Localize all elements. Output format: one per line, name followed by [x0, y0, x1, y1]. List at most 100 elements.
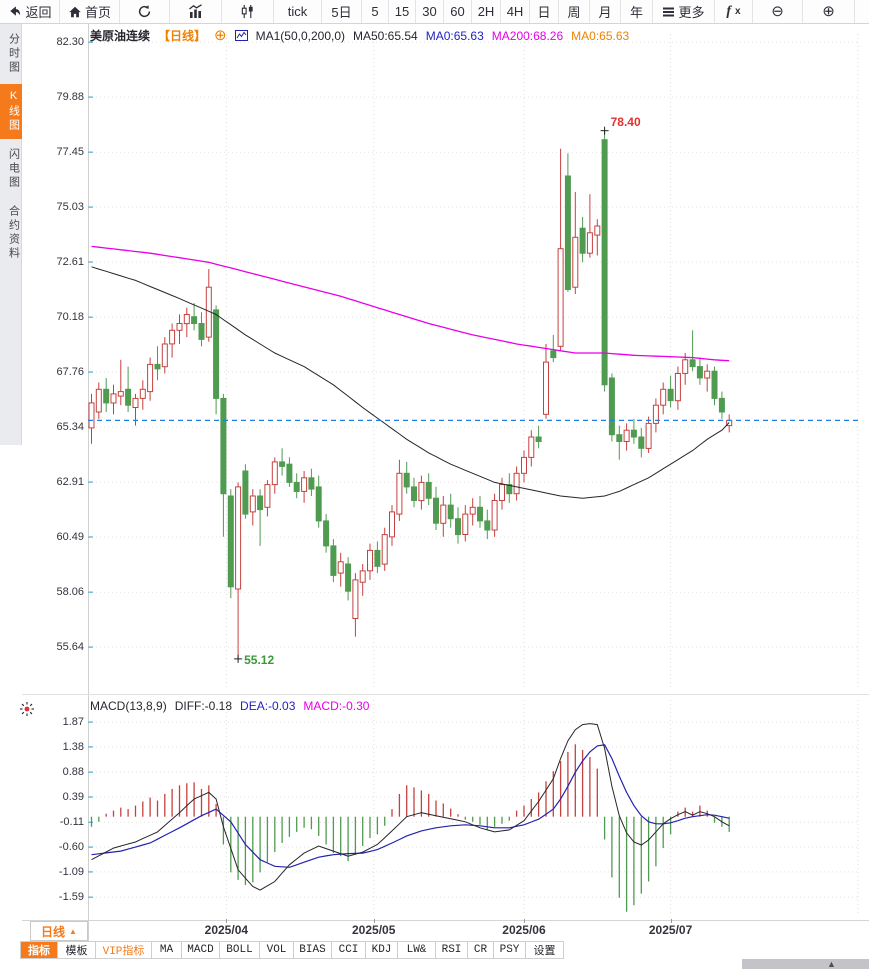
x-axis-tick — [523, 919, 525, 923]
macd-settings-label: MACD(13,8,9) — [90, 699, 167, 713]
toolbar-label-more: 更多 — [678, 5, 705, 20]
pane-separator — [22, 694, 869, 695]
indicator-sun-icon[interactable] — [19, 701, 35, 717]
price-axis-label: 70.18 — [56, 311, 84, 324]
price-axis-label: 67.76 — [56, 366, 84, 379]
toolbar-label-home: 首页 — [84, 5, 111, 20]
toolbar-button-day[interactable]: 日 — [530, 0, 559, 23]
macd-axis-label: 1.87 — [62, 716, 84, 729]
macd-header: MACD(13,8,9) DIFF:-0.18 DEA:-0.03 MACD:-… — [90, 699, 369, 713]
toolbar-button-chart-candles[interactable] — [222, 0, 274, 23]
x-axis-tick — [670, 919, 672, 923]
toolbar-label-m60: 60 — [450, 4, 465, 19]
x-axis-tick — [373, 919, 375, 923]
home-icon — [69, 6, 81, 17]
toolbar-button-tick[interactable]: tick — [274, 0, 322, 23]
period-selector[interactable]: 日线 ▲ — [30, 921, 88, 941]
tab-RSI[interactable]: RSI — [436, 942, 468, 958]
candlestick-chart[interactable] — [88, 24, 860, 695]
ma50-value: MA50:65.54 — [353, 28, 418, 43]
toolbar-label-tick: tick — [287, 4, 308, 19]
xaxis-border — [22, 920, 869, 921]
tab-BIAS[interactable]: BIAS — [294, 942, 332, 958]
x-axis-label: 2025/05 — [352, 923, 396, 937]
price-axis-label: 55.64 — [56, 641, 84, 654]
price-axis-label: 75.03 — [56, 201, 84, 214]
toolbar-button-5d[interactable]: 5日 — [322, 0, 362, 23]
toolbar-label-h4: 4H — [506, 4, 524, 19]
macd-axis-label: 1.38 — [62, 740, 84, 753]
toolbar-button-m15[interactable]: 15 — [389, 0, 416, 23]
toolbar-label-week: 周 — [567, 5, 581, 20]
toolbar-button-back[interactable]: 返回 — [0, 0, 60, 23]
toolbar-button-more[interactable]: 更多 — [653, 0, 715, 23]
x-axis-label: 2025/06 — [502, 923, 546, 937]
period-tag: 【日线】 — [158, 29, 207, 43]
period-selector-label: 日线 — [41, 924, 66, 939]
chart-header: 美原油连续 【日线】 ⊕ MA1(50,0,200,0) MA50:65.54 … — [90, 27, 629, 44]
tab-CCI[interactable]: CCI — [332, 942, 366, 958]
x-axis-tick — [226, 919, 228, 923]
tab-BOLL[interactable]: BOLL — [220, 942, 260, 958]
tab-设置[interactable]: 设置 — [526, 942, 564, 958]
sidebar-item-1[interactable]: K线图 — [0, 84, 22, 139]
tab-MA[interactable]: MA — [152, 942, 182, 958]
zoom-out-icon: ⊖ — [771, 3, 784, 20]
collapse-caret-icon: ▲ — [827, 959, 836, 969]
toolbar-label-month: 月 — [598, 5, 612, 20]
tab-指标[interactable]: 指标 — [20, 942, 58, 958]
toolbar-button-zoom-in[interactable]: ⊕ — [803, 0, 855, 23]
toolbar-button-home[interactable]: 首页 — [60, 0, 120, 23]
bar-chart-icon — [189, 4, 202, 18]
tab-CR[interactable]: CR — [468, 942, 494, 958]
macd-dea-value: DEA:-0.03 — [240, 699, 296, 713]
low-price-annotation: 55.12 — [244, 652, 275, 667]
bottom-strip: ▲ — [0, 959, 869, 971]
toolbar-button-year[interactable]: 年 — [621, 0, 653, 23]
price-axis-label: 60.49 — [56, 531, 84, 544]
tab-VOL[interactable]: VOL — [260, 942, 294, 958]
toolbar-button-h4[interactable]: 4H — [501, 0, 530, 23]
caret-up-icon: ▲ — [69, 926, 77, 936]
macd-value: MACD:-0.30 — [303, 699, 370, 713]
toolbar-button-chart-bars[interactable] — [170, 0, 222, 23]
tab-LW&[interactable]: LW& — [398, 942, 436, 958]
toolbar-button-m5[interactable]: 5 — [362, 0, 389, 23]
toolbar-label-m5: 5 — [371, 4, 379, 19]
toolbar-button-week[interactable]: 周 — [559, 0, 590, 23]
tab-KDJ[interactable]: KDJ — [366, 942, 398, 958]
sidebar-item-2[interactable]: 闪电图 — [7, 148, 20, 190]
price-axis-label: 65.34 — [56, 421, 84, 433]
macd-axis-label: -0.60 — [58, 841, 84, 854]
tab-PSY[interactable]: PSY — [494, 942, 526, 958]
price-axis-label: 82.30 — [56, 36, 84, 49]
candlestick-icon — [241, 4, 253, 19]
price-axis-label: 79.88 — [56, 91, 84, 104]
tab-VIP指标[interactable]: VIP指标 — [96, 942, 152, 958]
toolbar-button-zoom-out[interactable]: ⊖ — [753, 0, 803, 23]
toolbar: 返回 首页 tick 5日 5 15 30 60 2H 4H 日 周 月 年 更多 f x ⊖ ⊕ — [0, 0, 869, 24]
indicator-tabbar: 指标 模板 VIP指标 MA MACD BOLL VOL BIAS CCI KDJ LW& RSI CR… — [20, 941, 564, 959]
toolbar-button-m30[interactable]: 30 — [416, 0, 444, 23]
toolbar-button-refresh[interactable] — [120, 0, 170, 23]
ma-chart-mini-icon[interactable] — [234, 29, 248, 42]
high-price-annotation: 78.40 — [610, 114, 641, 129]
toolbar-label-5d: 5日 — [331, 5, 352, 20]
toolbar-button-h2[interactable]: 2H — [472, 0, 501, 23]
x-axis-label: 2025/04 — [204, 923, 249, 937]
tab-MACD[interactable]: MACD — [182, 942, 220, 958]
sidebar-item-3[interactable]: 合约资料 — [7, 205, 20, 261]
horizontal-scrollbar[interactable]: ▲ — [742, 959, 869, 969]
sidebar-item-0[interactable]: 分时图 — [7, 33, 20, 75]
add-indicator-icon[interactable]: ⊕ — [214, 27, 227, 44]
ma0-orange-value: MA0:65.63 — [571, 28, 630, 43]
ma-settings-label: MA1(50,0,200,0) — [255, 28, 345, 43]
toolbar-button-m60[interactable]: 60 — [444, 0, 472, 23]
toolbar-button-month[interactable]: 月 — [590, 0, 621, 23]
back-arrow-icon — [10, 6, 21, 16]
tab-模板[interactable]: 模板 — [58, 942, 96, 958]
fx-icon: f — [726, 3, 732, 19]
macd-chart[interactable] — [88, 695, 860, 918]
